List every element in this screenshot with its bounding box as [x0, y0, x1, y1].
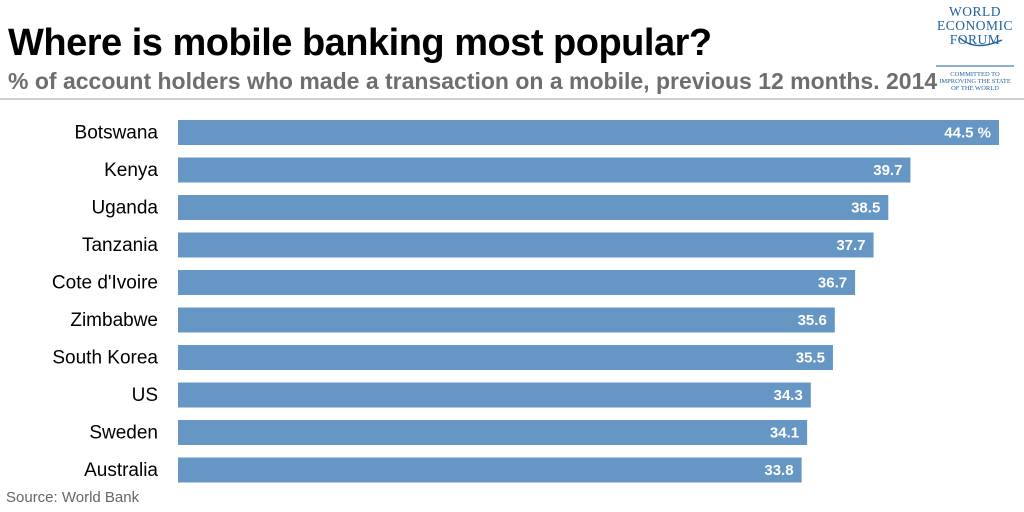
value-label-kenya: 39.7 [873, 162, 902, 179]
header-rule [0, 98, 1024, 100]
wef-logo: WORLD ECONOMIC FORUM COMMITTED TO IMPROV… [930, 2, 1020, 94]
category-label-australia: Australia [84, 460, 158, 481]
bar-australia [178, 457, 802, 483]
bar-zimbabwe [178, 307, 835, 333]
category-label-tanzania: Tanzania [82, 235, 158, 256]
category-label-south-korea: South Korea [52, 348, 158, 369]
bar-sweden [178, 420, 808, 445]
bar-cote-d-ivoire [178, 270, 856, 295]
bar-uganda [178, 195, 889, 220]
value-label-uganda: 38.5 [851, 200, 880, 217]
logo-word-3: FORUM [949, 32, 1001, 47]
value-label-sweden: 34.1 [770, 425, 799, 442]
bar-chart: Botswana 44.5 % Kenya 39.7 Uganda 38.5 Tanzani… [52, 120, 999, 483]
category-label-zimbabwe: Zimbabwe [70, 310, 158, 331]
category-label-cote-d-ivoire: Cote d'Ivoire [52, 273, 158, 294]
value-label-cote-d-ivoire: 36.7 [818, 275, 847, 292]
source-note: Source: World Bank [6, 489, 140, 506]
value-label-tanzania: 37.7 [836, 237, 865, 254]
bar-botswana [178, 120, 999, 145]
category-label-us: US [132, 385, 158, 406]
value-label-australia: 33.8 [764, 462, 793, 479]
value-label-us: 34.3 [774, 387, 803, 404]
category-label-botswana: Botswana [75, 123, 159, 144]
bar-south-korea [178, 345, 833, 370]
chart-subtitle: % of account holders who made a transact… [8, 68, 938, 94]
logo-arc-icon [936, 37, 1014, 67]
value-label-south-korea: 35.5 [796, 350, 825, 367]
value-label-zimbabwe: 35.6 [798, 312, 827, 329]
logo-word-2: ECONOMIC [936, 18, 1013, 33]
logo-word-1: WORLD [949, 4, 1001, 19]
category-label-sweden: Sweden [89, 423, 158, 444]
logo-tagline-2: IMPROVING THE STATE [939, 78, 1011, 85]
bar-tanzania [178, 232, 874, 258]
value-label-botswana: 44.5 % [944, 125, 991, 142]
category-label-kenya: Kenya [104, 160, 158, 181]
logo-tagline-1: COMMITTED TO [950, 71, 1000, 78]
logo-tagline-3: OF THE WORLD [951, 85, 999, 92]
category-label-uganda: Uganda [91, 198, 158, 219]
chart-title: Where is mobile banking most popular? [8, 22, 712, 64]
bar-kenya [178, 157, 911, 183]
bar-us [178, 382, 811, 408]
